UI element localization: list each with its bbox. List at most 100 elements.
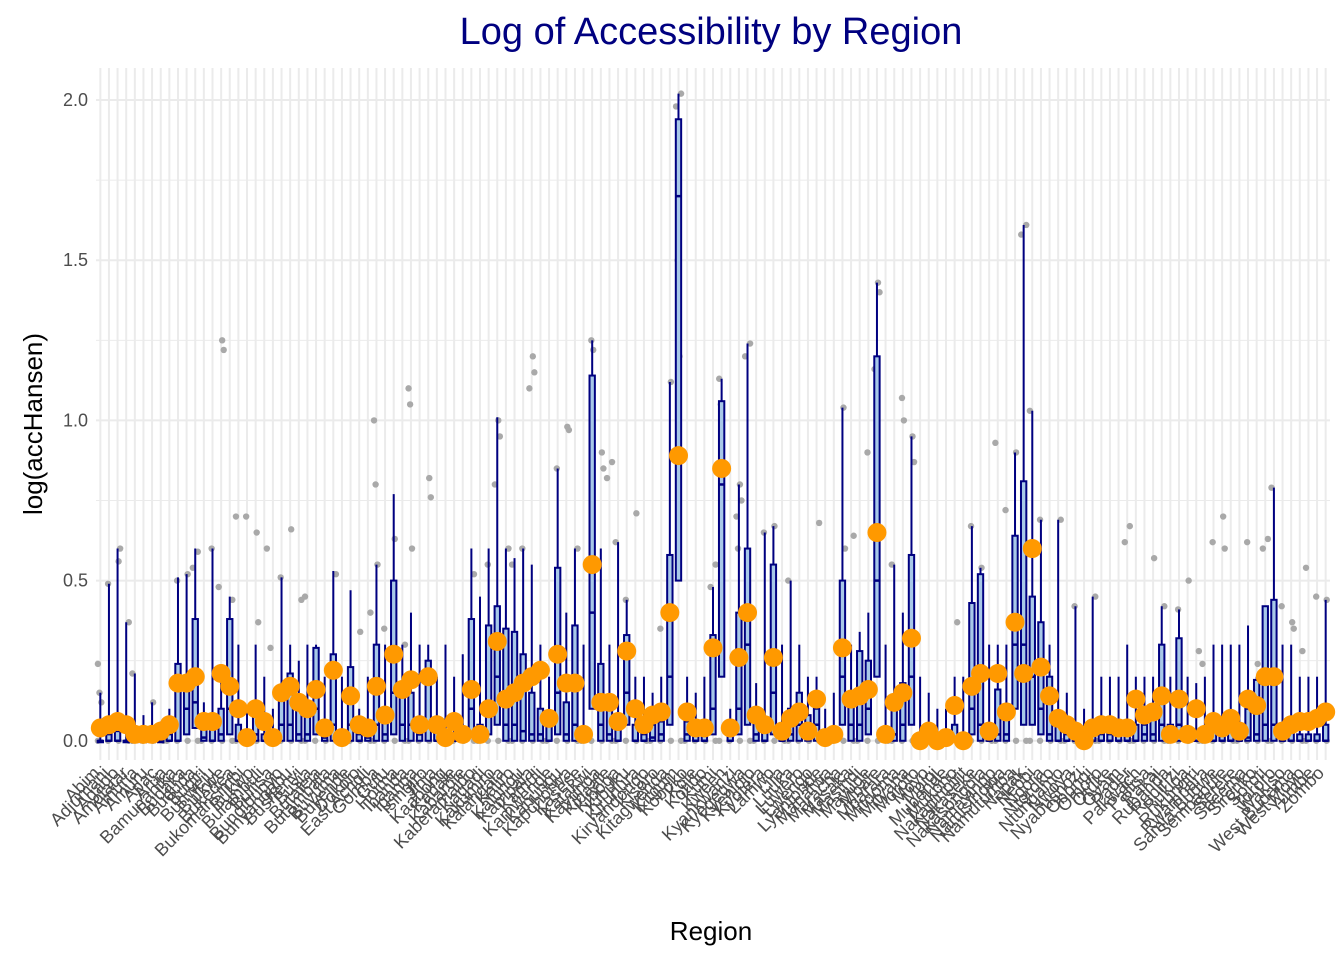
mean-marker [1264, 667, 1284, 687]
mean-marker [755, 715, 775, 735]
y-axis: 0.0 0.5 1.0 1.5 2.0 [63, 90, 88, 751]
data-point [311, 737, 319, 744]
mean-marker [410, 715, 430, 735]
mean-marker [1117, 718, 1137, 738]
data-point [495, 737, 502, 744]
mean-markers-layer [90, 446, 1336, 751]
outlier-point [370, 417, 378, 424]
outlier-point [301, 593, 309, 600]
mean-marker [988, 664, 1008, 683]
outlier-point [590, 346, 597, 354]
outlier-point [1299, 647, 1306, 655]
outlier-point [1150, 554, 1158, 562]
mean-marker [729, 647, 749, 667]
outlier-point [220, 346, 227, 354]
outlier-point [874, 279, 882, 286]
mean-marker [789, 702, 809, 722]
outlier-point [253, 529, 260, 536]
mean-marker [936, 728, 956, 748]
outlier-point [94, 660, 102, 668]
outlier-point [1121, 538, 1128, 546]
box-body [735, 611, 743, 736]
mean-marker [703, 638, 723, 658]
box-body [424, 659, 432, 742]
outlier-point [367, 609, 374, 616]
box-body [666, 553, 674, 726]
outlier-point [1259, 545, 1267, 552]
box-body [743, 547, 752, 726]
mean-marker [487, 631, 507, 651]
y-tick-label: 0.5 [63, 571, 88, 591]
mean-marker [1316, 702, 1336, 722]
outlier-point [1209, 538, 1216, 546]
mean-marker [867, 523, 887, 543]
outlier-point [1195, 647, 1203, 655]
mean-marker [1040, 686, 1060, 706]
outlier-point [850, 532, 857, 539]
outlier-point [232, 513, 240, 520]
data-point [716, 737, 723, 744]
outlier-point [1012, 449, 1020, 456]
mean-marker [738, 603, 758, 623]
mean-marker [1247, 696, 1267, 716]
box-body [709, 634, 717, 736]
mean-marker [858, 680, 878, 700]
mean-marker [1014, 664, 1034, 683]
outlier-point [1002, 506, 1009, 514]
outlier-point [495, 417, 502, 424]
chart-title: Log of Accessibility by Region [460, 11, 963, 53]
outlier-point [565, 426, 573, 434]
outlier-point [267, 644, 274, 652]
box-body [502, 627, 510, 742]
outlier-point [771, 522, 778, 530]
mean-marker [599, 692, 619, 712]
box-body [398, 691, 407, 742]
box-body [588, 374, 596, 710]
mean-marker [651, 702, 671, 722]
mean-marker [453, 724, 473, 744]
outlier-point [1290, 625, 1297, 632]
mean-marker [375, 705, 395, 725]
mean-marker [625, 699, 645, 719]
mean-marker [220, 676, 240, 696]
data-point [1026, 737, 1034, 744]
box-body [528, 691, 536, 742]
y-tick-label: 1.5 [63, 250, 88, 270]
mean-marker [1186, 699, 1206, 719]
box-body [407, 691, 415, 742]
mean-marker [953, 731, 973, 751]
mean-marker [720, 718, 740, 738]
mean-marker [668, 446, 688, 466]
outlier-point [1199, 660, 1206, 668]
mean-marker [263, 728, 283, 748]
mean-marker [971, 664, 991, 683]
mean-marker [332, 728, 352, 748]
outlier-point [215, 583, 222, 591]
outlier-point [408, 545, 416, 552]
mean-marker [694, 718, 714, 738]
mean-marker [548, 644, 568, 664]
outlier-point [218, 337, 226, 344]
mean-marker [202, 712, 222, 732]
data-point [667, 737, 675, 744]
box-body [1140, 723, 1149, 742]
outlier-point [1278, 603, 1285, 610]
mean-marker [996, 702, 1016, 722]
mean-marker [1031, 657, 1051, 677]
outlier-point [1185, 577, 1192, 584]
outlier-point [263, 545, 271, 552]
mean-marker [228, 699, 248, 719]
mean-marker [435, 728, 455, 748]
mean-marker [1126, 689, 1146, 709]
box-body [1175, 637, 1183, 742]
mean-marker [832, 638, 852, 658]
mean-marker [323, 660, 343, 680]
mean-marker [979, 721, 999, 741]
mean-marker [1022, 539, 1042, 559]
data-point [553, 737, 561, 744]
mean-marker [358, 718, 378, 738]
outlier-point [426, 474, 433, 482]
y-axis-title: log(accHansen) [18, 333, 48, 515]
